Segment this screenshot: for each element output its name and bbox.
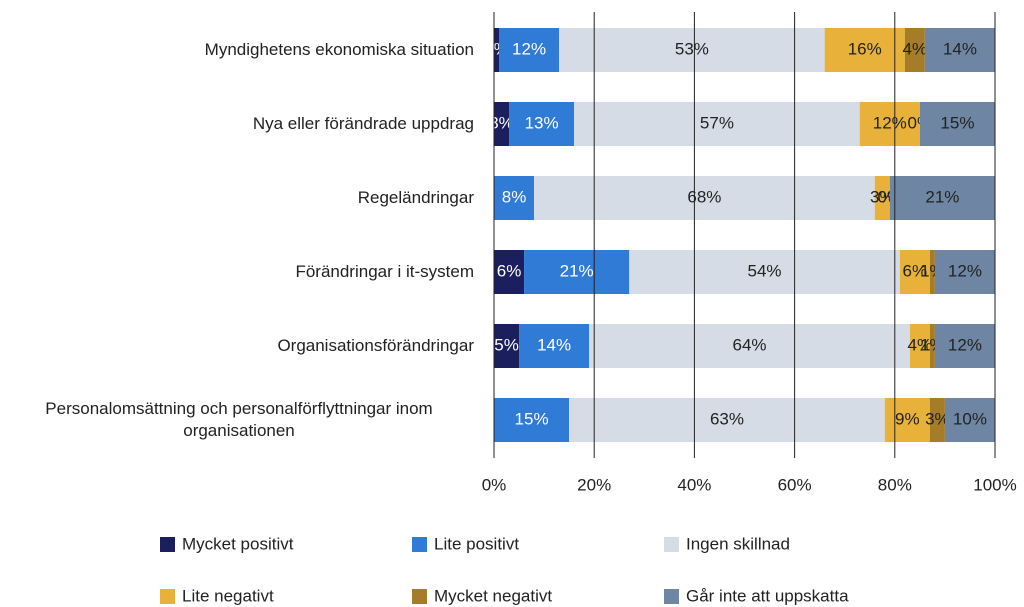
bar-segment	[574, 102, 860, 146]
legend-label: Ingen skillnad	[686, 534, 790, 553]
data-label: 21%	[925, 187, 959, 206]
data-label: 4%	[908, 335, 933, 354]
category-label: Förändringar i it-system	[4, 250, 474, 294]
bar-segment	[824, 28, 905, 72]
bar-segment	[929, 250, 935, 294]
bar-segment	[534, 176, 875, 220]
bar-segment	[859, 102, 920, 146]
x-tick-label: 80%	[878, 475, 912, 494]
category-label: Nya eller förändrade uppdrag	[4, 102, 474, 146]
data-label: 14%	[943, 39, 977, 58]
legend-label: Mycket positivt	[182, 534, 294, 553]
data-label: 63%	[710, 409, 744, 428]
bar-segment	[944, 398, 995, 442]
bar-segment	[924, 28, 995, 72]
data-label: 8%	[502, 187, 527, 206]
bar-segment	[929, 398, 945, 442]
data-label: 12%	[873, 113, 907, 132]
bar-segment	[494, 28, 500, 72]
legend-swatch	[160, 589, 175, 604]
bar-segment	[494, 176, 535, 220]
legend-label: Går inte att uppskatta	[686, 586, 849, 605]
data-label: 15%	[940, 113, 974, 132]
category-text: Organisationsförändringar	[277, 336, 474, 355]
data-label: 21%	[560, 261, 594, 280]
data-label: 53%	[675, 39, 709, 58]
data-label: 3%	[870, 187, 895, 206]
bar-segment	[929, 324, 935, 368]
legend-swatch	[412, 537, 427, 552]
bar-segment	[499, 28, 560, 72]
data-label: 13%	[525, 113, 559, 132]
data-label: 6%	[497, 261, 522, 280]
category-text: Nya eller förändrade uppdrag	[252, 114, 474, 133]
legend-label: Mycket negativt	[434, 586, 552, 605]
category-label: Myndighetens ekonomiska situation	[4, 28, 474, 72]
legend-label: Lite negativt	[182, 586, 274, 605]
category-label: Organisationsförändringar	[4, 324, 474, 368]
data-label: 16%	[848, 39, 882, 58]
category-text: Förändringar i it-system	[295, 262, 474, 281]
x-tick-label: 20%	[577, 475, 611, 494]
data-label: 12%	[948, 261, 982, 280]
legend-swatch	[664, 589, 679, 604]
x-tick-label: 100%	[973, 475, 1016, 494]
bar-segment	[884, 398, 930, 442]
data-label: 3%	[489, 113, 514, 132]
bar-segment	[874, 176, 890, 220]
data-label: 68%	[687, 187, 721, 206]
data-label: 4%	[903, 39, 928, 58]
x-tick-label: 0%	[482, 475, 507, 494]
data-label: 15%	[515, 409, 549, 428]
data-label: 5%	[494, 335, 519, 354]
category-text: Regeländringar	[357, 188, 474, 207]
category-text: Myndighetens ekonomiska situation	[204, 40, 474, 59]
bar-segment	[909, 324, 930, 368]
bar-segment	[559, 28, 825, 72]
data-label: 54%	[748, 261, 782, 280]
data-label: 12%	[948, 335, 982, 354]
bar-segment	[509, 102, 575, 146]
bar-segment	[494, 398, 570, 442]
category-label: Regeländringar	[4, 176, 474, 220]
bar-segment	[494, 102, 510, 146]
data-label: 10%	[953, 409, 987, 428]
x-tick-label: 40%	[677, 475, 711, 494]
category-label: Personalomsättning och personalförflyttn…	[4, 398, 474, 442]
bar-segment	[494, 324, 520, 368]
legend-label: Lite positivt	[434, 534, 519, 553]
data-label: 6%	[903, 261, 928, 280]
bar-segment	[889, 176, 995, 220]
category-text: Personalomsättning och personalförflyttn…	[45, 399, 433, 440]
bar-segment	[904, 28, 925, 72]
data-label: 3%	[925, 409, 950, 428]
x-tick-label: 60%	[778, 475, 812, 494]
bar-segment	[899, 250, 930, 294]
legend-swatch	[412, 589, 427, 604]
bar-segment	[919, 102, 995, 146]
bar-segment	[494, 250, 525, 294]
bar-segment	[934, 324, 995, 368]
bar-segment	[629, 250, 900, 294]
data-label: 57%	[700, 113, 734, 132]
data-label: 14%	[537, 335, 571, 354]
data-label: 12%	[512, 39, 546, 58]
bar-segment	[524, 250, 630, 294]
bar-segment	[934, 250, 995, 294]
data-label: 64%	[732, 335, 766, 354]
bar-segment	[519, 324, 590, 368]
bar-segment	[569, 398, 885, 442]
data-label: 9%	[895, 409, 920, 428]
legend-swatch	[664, 537, 679, 552]
legend-swatch	[160, 537, 175, 552]
bar-segment	[589, 324, 910, 368]
